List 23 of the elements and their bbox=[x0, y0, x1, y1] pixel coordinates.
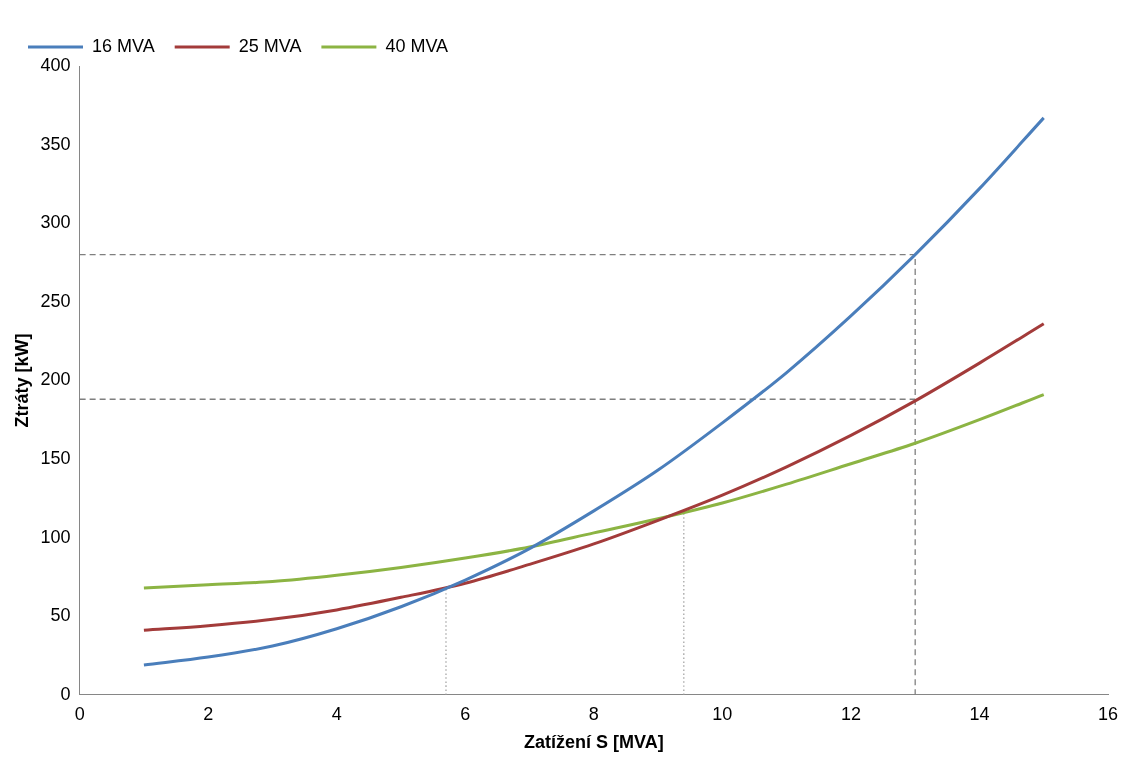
y-tick-label: 150 bbox=[40, 447, 71, 468]
legend-label: 40 MVA bbox=[385, 35, 449, 56]
y-tick-label: 350 bbox=[40, 133, 71, 154]
x-tick-label: 16 bbox=[1097, 703, 1119, 724]
x-tick-label: 6 bbox=[460, 703, 471, 724]
x-tick-label: 2 bbox=[203, 703, 214, 724]
y-tick-label: 0 bbox=[60, 683, 71, 704]
x-tick-label: 14 bbox=[969, 703, 990, 724]
x-tick-label: 8 bbox=[588, 703, 599, 724]
legend-label: 25 MVA bbox=[238, 35, 302, 56]
y-axis-title: Ztráty [kW] bbox=[11, 333, 32, 428]
y-tick-label: 100 bbox=[40, 526, 71, 547]
y-tick-label: 200 bbox=[40, 369, 71, 390]
legend-label: 16 MVA bbox=[92, 35, 155, 56]
x-tick-label: 0 bbox=[74, 703, 85, 724]
y-tick-label: 400 bbox=[40, 54, 71, 75]
y-tick-label: 50 bbox=[50, 605, 71, 626]
x-tick-label: 4 bbox=[331, 703, 342, 724]
x-axis-title: Zatížení S [MVA] bbox=[523, 732, 664, 753]
x-tick-label: 10 bbox=[712, 703, 733, 724]
x-tick-label: 12 bbox=[840, 703, 861, 724]
y-tick-label: 250 bbox=[40, 290, 71, 311]
y-tick-label: 300 bbox=[40, 212, 71, 233]
